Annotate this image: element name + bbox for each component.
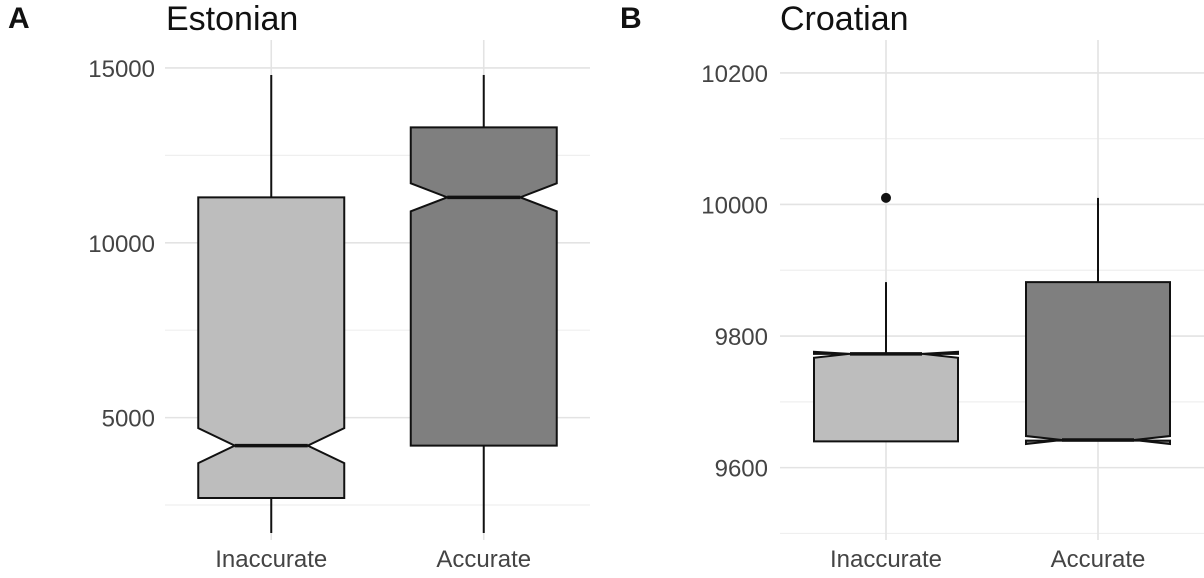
box-accurate	[1025, 281, 1171, 446]
y-tick-label: 5000	[102, 406, 155, 433]
x-tick-label: Inaccurate	[830, 546, 942, 573]
y-tick-label: 10200	[701, 61, 768, 88]
box-inaccurate	[813, 350, 959, 443]
y-tick-label: 10000	[701, 192, 768, 219]
x-tick-label: Accurate	[436, 546, 531, 573]
panel-a-plot: 5000 10000 15000 Inaccurate Accurate	[88, 40, 590, 573]
panel-b-plot: 9600 9800 10000 10200 Inaccurate Accurate	[701, 40, 1204, 573]
outlier-point	[881, 192, 891, 203]
panel-b-title: Croatian	[780, 0, 909, 38]
panel-a-tag: A	[8, 2, 30, 35]
box-accurate	[409, 126, 558, 447]
y-tick-label: 9600	[715, 456, 768, 483]
panel-b-tag: B	[620, 2, 642, 35]
x-tick-label: Inaccurate	[215, 546, 327, 573]
x-tick-label: Accurate	[1051, 546, 1146, 573]
y-tick-label: 15000	[88, 56, 155, 83]
y-tick-label: 9800	[715, 324, 768, 351]
panel-a-title: Estonian	[166, 0, 299, 38]
box-inaccurate	[197, 196, 346, 500]
y-tick-label: 10000	[88, 231, 155, 258]
